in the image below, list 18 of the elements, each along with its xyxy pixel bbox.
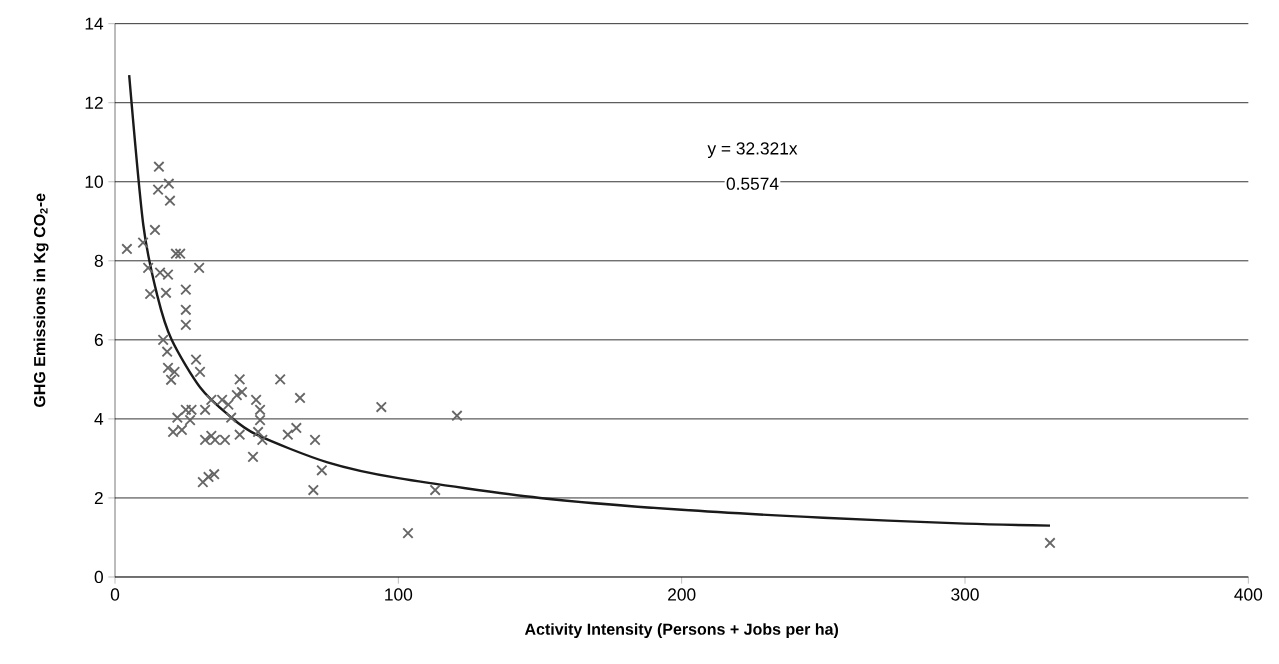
y-tick-label: 6 bbox=[94, 333, 103, 346]
y-tick-label: 10 bbox=[85, 175, 103, 188]
x-axis-title: Activity Intensity (Persons + Jobs per ha) bbox=[524, 623, 839, 639]
y-tick-label: 2 bbox=[94, 491, 103, 504]
x-tick-label: 300 bbox=[951, 588, 979, 601]
annotation: 0.5574 bbox=[726, 177, 779, 190]
line-series bbox=[127, 73, 1052, 527]
y-tick-label: 0 bbox=[94, 570, 103, 584]
y-tick-label: 8 bbox=[94, 254, 103, 267]
x-tick-label: 200 bbox=[668, 588, 696, 601]
y-axis-title: GHG Emissions in Kg CO$_{2}$-e bbox=[33, 193, 49, 407]
annotation: y = 32.321x bbox=[707, 142, 798, 158]
y-tick-label: 14 bbox=[85, 17, 104, 30]
x-tick-label: 0 bbox=[110, 588, 120, 601]
x-tick-label: 400 bbox=[1234, 588, 1263, 601]
y-tick-label: 12 bbox=[85, 96, 103, 109]
x-tick-label: 100 bbox=[385, 588, 413, 601]
y-tick-label: 4 bbox=[94, 412, 104, 425]
